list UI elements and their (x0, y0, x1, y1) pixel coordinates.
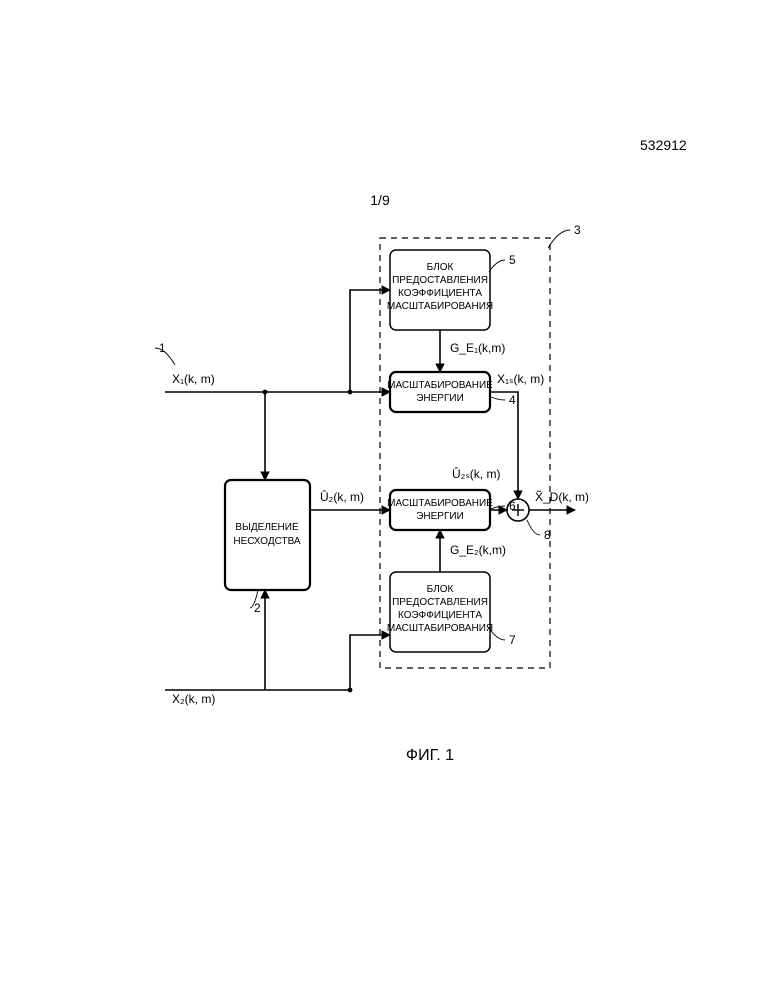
signal-label-b6-out: Û₂ₛ(k, m) (452, 466, 500, 481)
page-index: 1/9 (370, 192, 390, 208)
junction-dot (263, 390, 268, 395)
block-4-energy-scaling: МАСШТАБИРОВАНИЕ ЭНЕРГИИ (387, 372, 493, 412)
svg-text:ЭНЕРГИИ: ЭНЕРГИИ (416, 393, 464, 404)
svg-text:МАСШТАБИРОВАНИЕ: МАСШТАБИРОВАНИЕ (387, 498, 493, 509)
signal-label-x1-main: X₁(k, m) (172, 372, 215, 386)
svg-text:МАСШТАБИРОВАНИЯ: МАСШТАБИРОВАНИЯ (387, 623, 493, 634)
svg-text:ПРЕДОСТАВЛЕНИЯ: ПРЕДОСТАВЛЕНИЯ (392, 597, 488, 608)
ref-label-2: 2 (254, 601, 261, 615)
ref-label-1: 1 (159, 341, 166, 355)
svg-text:ЭНЕРГИИ: ЭНЕРГИИ (416, 511, 464, 522)
signal-label-b4-out: X₁ₛ(k, m) (497, 372, 544, 386)
ref-label-8: 8 (544, 528, 551, 542)
junction-dot (348, 390, 353, 395)
svg-text:НЕСХОДСТВА: НЕСХОДСТВА (233, 536, 301, 547)
signal-label-b5-b4: G_E₁(k,m) (450, 341, 505, 355)
block-6-energy-scaling: МАСШТАБИРОВАНИЕ ЭНЕРГИИ (387, 490, 493, 530)
svg-text:КОЭФФИЦИЕНТА: КОЭФФИЦИЕНТА (398, 288, 482, 299)
signal-label-x2-main: X₂(k, m) (172, 692, 215, 706)
figure-caption: ФИГ. 1 (406, 747, 454, 764)
svg-text:БЛОК: БЛОК (427, 584, 454, 595)
ref-label-6: 6 (509, 499, 516, 513)
lead-line-3 (548, 230, 570, 248)
doc-number: 532912 (640, 137, 687, 153)
block-2-dissimilarity-extraction: ВЫДЕЛЕНИЕ НЕСХОДСТВА (225, 480, 310, 590)
edge-b4-out (490, 392, 518, 499)
edge-x1-to-b5 (350, 290, 390, 392)
svg-text:ВЫДЕЛЕНИЕ: ВЫДЕЛЕНИЕ (235, 522, 299, 533)
signal-label-sum-out: X̃_D(k, m) (535, 489, 589, 504)
svg-text:ПРЕДОСТАВЛЕНИЯ: ПРЕДОСТАВЛЕНИЯ (392, 275, 488, 286)
edge-x2-to-b7 (350, 635, 390, 690)
signal-label-b7-b6: G_E₂(k,m) (450, 543, 506, 557)
ref-label-3: 3 (574, 223, 581, 237)
ref-label-4: 4 (509, 393, 516, 407)
block-5-scaling-coeff-provider: БЛОК ПРЕДОСТАВЛЕНИЯ КОЭФФИЦИЕНТА МАСШТАБ… (387, 250, 493, 330)
ref-labels-layer: 3 5 4 6 7 2 8 1 (155, 223, 581, 647)
svg-text:КОЭФФИЦИЕНТА: КОЭФФИЦИЕНТА (398, 610, 482, 621)
lead-line-5 (489, 260, 505, 272)
ref-label-7: 7 (509, 633, 516, 647)
ref-label-5: 5 (509, 253, 516, 267)
block-7-scaling-coeff-provider: БЛОК ПРЕДОСТАВЛЕНИЯ КОЭФФИЦИЕНТА МАСШТАБ… (387, 572, 493, 652)
signal-label-b2-out: Û₂(k, m) (320, 489, 364, 504)
junction-dot (348, 688, 353, 693)
svg-text:МАСШТАБИРОВАНИЯ: МАСШТАБИРОВАНИЯ (387, 301, 493, 312)
lead-line-4 (489, 396, 505, 400)
lead-line-8 (527, 520, 540, 535)
svg-text:БЛОК: БЛОК (427, 262, 454, 273)
svg-text:МАСШТАБИРОВАНИЕ: МАСШТАБИРОВАНИЕ (387, 380, 493, 391)
